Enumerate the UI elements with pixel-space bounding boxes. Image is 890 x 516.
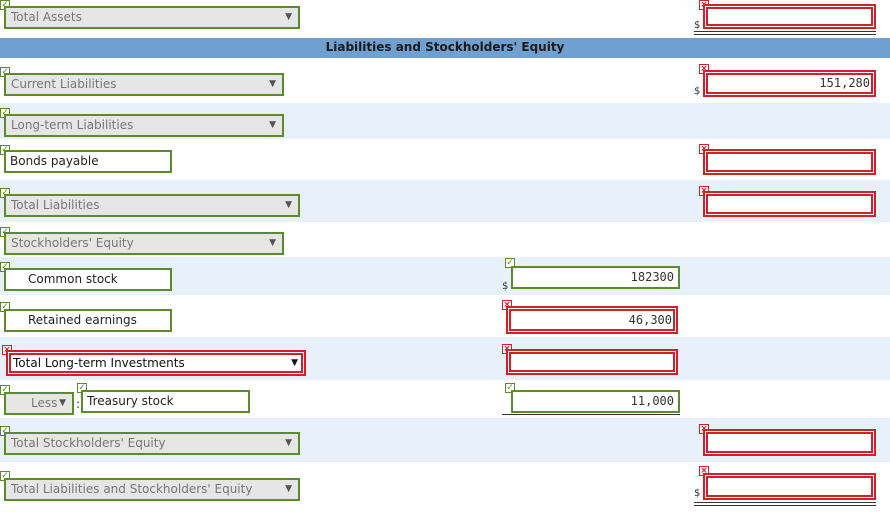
select-label: Total Assets: [11, 10, 82, 24]
select-label: Long-term Liabilities: [11, 118, 134, 132]
total-stockholders-equity-select[interactable]: Total Stockholders' Equity ▼: [4, 432, 300, 455]
double-underline: [694, 502, 876, 503]
treasury-stock-field[interactable]: Treasury stock: [81, 390, 250, 413]
dropdown-arrow-icon: ▼: [285, 12, 292, 22]
bonds-payable-amount-input[interactable]: [703, 149, 876, 175]
dropdown-arrow-icon: ▼: [285, 484, 292, 494]
stockholders-equity-select[interactable]: Stockholders' Equity ▼: [4, 232, 284, 255]
operator-select[interactable]: Less ▼: [4, 392, 74, 415]
check-icon: ✓: [505, 383, 515, 393]
total-liabilities-equity-select[interactable]: Total Liabilities and Stockholders' Equi…: [4, 478, 300, 501]
retained-earnings-amount-input[interactable]: 46,300: [506, 306, 678, 334]
section-header: Liabilities and Stockholders' Equity: [0, 38, 890, 58]
dropdown-arrow-icon: ▼: [269, 238, 276, 248]
common-stock-amount-input[interactable]: 182300: [511, 266, 680, 289]
double-underline: [694, 34, 876, 35]
select-label: Total Stockholders' Equity: [11, 436, 166, 450]
dropdown-arrow-icon: ▼: [269, 120, 276, 130]
select-label: Less: [31, 396, 58, 410]
dropdown-arrow-icon: ▼: [285, 438, 292, 448]
total-assets-amount-input[interactable]: [703, 4, 876, 29]
select-label: Stockholders' Equity: [11, 236, 134, 250]
currency-symbol: $: [502, 281, 509, 292]
dropdown-arrow-icon: ▼: [269, 79, 276, 89]
dropdown-arrow-icon: ▼: [285, 200, 292, 210]
dropdown-arrow-icon: ▼: [291, 358, 298, 368]
dropdown-arrow-icon: ▼: [59, 398, 66, 408]
currency-symbol: $: [694, 86, 701, 97]
total-assets-select[interactable]: Total Assets ▼: [4, 6, 300, 29]
total-stockholders-equity-amount-input[interactable]: [703, 429, 876, 456]
common-stock-field[interactable]: Common stock: [4, 268, 172, 291]
retained-earnings-field[interactable]: Retained earnings: [4, 309, 172, 332]
bonds-payable-field[interactable]: Bonds payable: [4, 150, 172, 173]
current-liabilities-amount-input[interactable]: 151,280: [703, 70, 876, 97]
check-icon: ✓: [505, 258, 515, 268]
long-term-liabilities-select[interactable]: Long-term Liabilities ▼: [4, 114, 284, 137]
underline: [502, 414, 680, 415]
select-label: Total Liabilities and Stockholders' Equi…: [11, 482, 253, 496]
total-liabilities-equity-amount-input[interactable]: [703, 473, 876, 500]
double-underline: [694, 505, 876, 506]
total-lt-investments-amount-input[interactable]: [506, 349, 678, 375]
select-label: Total Liabilities: [11, 198, 100, 212]
total-liabilities-amount-input[interactable]: [703, 191, 876, 217]
currency-symbol: $: [694, 20, 701, 31]
select-label: Total Long-term Investments: [13, 356, 185, 370]
total-liabilities-select[interactable]: Total Liabilities ▼: [4, 194, 300, 217]
currency-symbol: $: [694, 488, 701, 499]
double-underline: [694, 31, 876, 32]
colon-separator: :: [76, 397, 81, 411]
treasury-stock-amount-input[interactable]: 11,000: [511, 390, 680, 413]
select-label: Current Liabilities: [11, 77, 117, 91]
total-lt-investments-select[interactable]: Total Long-term Investments ▼: [6, 350, 306, 376]
current-liabilities-select[interactable]: Current Liabilities ▼: [4, 73, 284, 96]
